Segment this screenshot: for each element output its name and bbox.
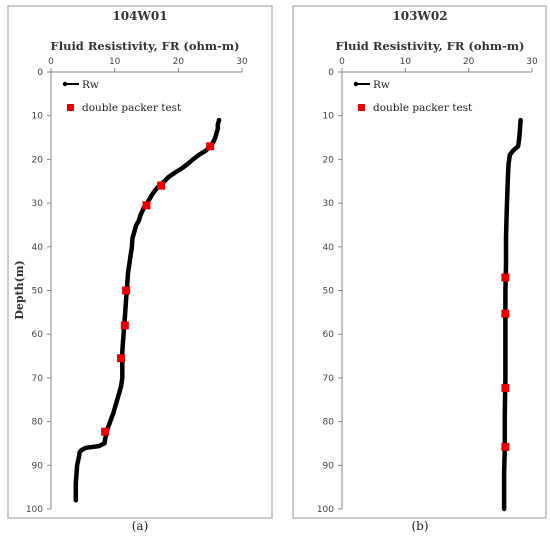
panel-a-legend-packer-label: double packer test	[82, 102, 182, 114]
panel-a-y-tick-label: 60	[32, 330, 44, 340]
panel-b-y-tick-label: 10	[323, 112, 335, 122]
panel-b-x-tick-label: 10	[400, 57, 412, 67]
panel-a-y-axis-label: Depth(m)	[13, 260, 26, 319]
panel-b-rw-line	[501, 117, 523, 512]
chart-panel-b: 103W02 Fluid Resistivity, FR (ohm-m) 0 10…	[292, 5, 547, 533]
panel-b-packer-test-marker	[501, 273, 510, 282]
panel-b-y-tick-label: 100	[317, 505, 334, 515]
panel-a-rw-line	[73, 117, 222, 503]
panel-b-y-tick-label: 30	[323, 199, 335, 209]
panel-a-y-tick-label: 50	[32, 287, 44, 297]
panel-b-y-tick-label: 70	[323, 374, 335, 384]
panel-a-y-tick-label: 90	[32, 461, 44, 471]
panel-a-x-tick-label: 20	[173, 57, 185, 67]
panel-a-y-tick-label: 100	[26, 505, 43, 515]
panel-a-packer-test-marker	[120, 321, 129, 330]
panel-b-title: 103W02	[392, 9, 447, 23]
panel-a-packer-test-marker	[157, 181, 166, 190]
panel-b-x-tick-label: 20	[463, 57, 475, 67]
panel-b-legend-packer-label: double packer test	[373, 102, 473, 114]
panel-a-y-tick-label: 30	[32, 199, 44, 209]
panel-a-y-tick-label: 40	[32, 243, 44, 253]
panel-b-x-axis-label: Fluid Resistivity, FR (ohm-m)	[336, 39, 525, 53]
panel-b-packer-test-marker	[501, 383, 510, 392]
panel-b-legend-rw-dot	[353, 81, 359, 87]
panel-a-packer-test-marker	[101, 427, 110, 436]
panel-b-caption: (b)	[411, 519, 428, 533]
panel-b-x-tick-label: 0	[339, 57, 345, 67]
panel-a-legend-packer-swatch	[67, 104, 74, 111]
panel-a-packer-test-marker	[122, 286, 131, 295]
panel-a-x-axis-label: Fluid Resistivity, FR (ohm-m)	[51, 39, 240, 53]
panel-b-plot-area: 0 10 20 30 0 10 20 30 40 50 60 70 80 90 100	[317, 57, 538, 515]
panel-a-y-tick-label: 80	[32, 418, 44, 428]
panel-a-legend-rw-label: Rw	[82, 79, 99, 91]
panel-a-legend-rw-dot	[62, 81, 68, 87]
panel-a-packer-test-marker	[206, 142, 215, 151]
chart-panel-a: 104W01 Fluid Resistivity, FR (ohm-m) Dep…	[7, 5, 273, 533]
panel-a-x-tick-label: 10	[109, 57, 121, 67]
panel-b-x-tick-label: 30	[526, 57, 538, 67]
panel-a-caption: (a)	[132, 519, 149, 533]
panel-b-y-tick-label: 60	[323, 330, 335, 340]
panel-a-y-tick-label: 70	[32, 374, 44, 384]
panel-b-packer-test-marker	[501, 309, 510, 318]
panel-a-plot-area: 0 10 20 30 0 10 20 30 40 50 60 70 80 90 100	[26, 57, 248, 515]
panel-a-x-tick-label: 30	[236, 57, 248, 67]
panel-a-y-tick-label: 10	[32, 112, 44, 122]
panel-b-y-tick-label: 20	[323, 155, 335, 165]
panel-a-title: 104W01	[112, 9, 167, 23]
panel-b-legend-rw-label: Rw	[373, 79, 390, 91]
panel-a-packer-test-marker	[117, 354, 126, 363]
panel-b-y-tick-label: 80	[323, 418, 335, 428]
panel-b-packer-test-marker	[501, 442, 510, 451]
panel-b-y-tick-label: 40	[323, 243, 335, 253]
panel-a-legend: Rw double packer test	[62, 79, 182, 114]
panel-b-y-tick-label: 90	[323, 461, 335, 471]
panel-b-legend-packer-swatch	[358, 104, 365, 111]
panel-a-y-tick-label: 20	[32, 155, 44, 165]
panel-a-y-tick-label: 0	[37, 68, 43, 78]
panel-b-y-tick-label: 50	[323, 287, 335, 297]
panel-a-frame	[7, 5, 273, 519]
panel-b-y-tick-label: 0	[328, 68, 334, 78]
panel-a-x-tick-label: 0	[48, 57, 54, 67]
panel-b-legend: Rw double packer test	[353, 79, 473, 114]
panel-a-packer-test-marker	[142, 201, 151, 210]
